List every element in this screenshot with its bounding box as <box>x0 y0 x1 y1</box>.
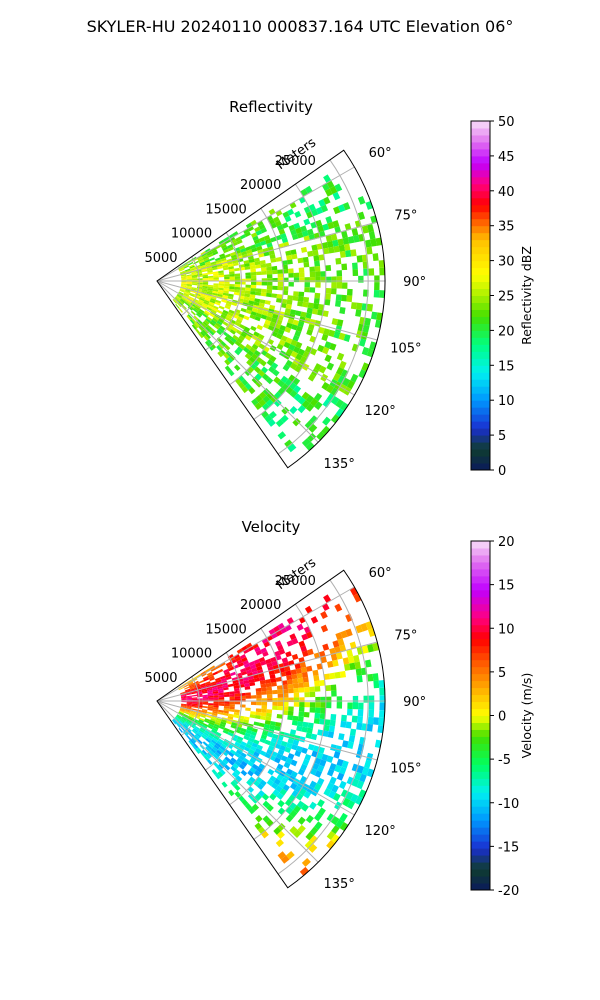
colorbar-tick-label: 5 <box>498 429 506 444</box>
radial-gridline <box>229 628 285 806</box>
sector-frame <box>156 569 386 889</box>
colorbar-tick-label: 30 <box>498 255 515 270</box>
colorbar-tick-label: 35 <box>498 220 515 235</box>
radial-tick-label: 20000 <box>240 598 281 613</box>
azimuth-tick-label: 60° <box>369 566 392 581</box>
radial-tick-label: 5000 <box>144 251 177 266</box>
radar-field <box>172 174 385 453</box>
radial-tick-label: 10000 <box>171 227 212 242</box>
radial-tick-label: 25000 <box>275 574 316 589</box>
colorbar: 0 5 10 15 20 25 30 35 40 45 50 Reflectivity dBZ <box>470 115 534 479</box>
velocity-panel: Velocity 5000 10000 15000 20000 25000 60° 75° 90… <box>144 518 534 899</box>
colorbar-tick-label: 5 <box>498 666 506 681</box>
figure-suptitle: SKYLER-HU 20240110 000837.164 UTC Elevat… <box>87 17 514 36</box>
radial-gridline <box>253 183 327 420</box>
azimuth-tick-label: 60° <box>369 146 392 161</box>
colorbar-tick-label: 15 <box>498 359 515 374</box>
colorbar-label: Reflectivity dBZ <box>519 246 534 345</box>
azimuth-tick-label: 135° <box>324 877 355 892</box>
colorbar-tick-label: -20 <box>498 884 519 899</box>
radial-tick-label: 15000 <box>205 622 246 637</box>
azimuth-tick-label: 90° <box>403 275 426 290</box>
colorbar-tick-label: 45 <box>498 150 515 165</box>
axis-title: Velocity <box>242 518 301 536</box>
radial-tick-label: 20000 <box>240 178 281 193</box>
azimuth-gridline <box>156 586 355 702</box>
azimuth-gridline <box>156 166 355 282</box>
sector-frame <box>156 149 386 469</box>
radial-gridline <box>277 159 369 455</box>
azimuth-gridline <box>156 280 355 396</box>
colorbar-tick-label: 50 <box>498 115 515 130</box>
colorbar-tick-label: -5 <box>498 753 511 768</box>
azimuth-tick-label: 105° <box>390 342 421 357</box>
colorbar: -20 -15 -10 -5 0 5 10 15 20 Velocity (m/s) <box>470 535 534 899</box>
colorbar-tick-label: 10 <box>498 394 515 409</box>
azimuth-tick-label: 120° <box>364 824 395 839</box>
colorbar-tick-label: 20 <box>498 535 515 550</box>
azimuth-gridline <box>156 700 355 816</box>
radial-gridline <box>229 208 285 386</box>
radial-tick-label: 10000 <box>171 647 212 662</box>
colorbar-label: Velocity (m/s) <box>519 673 534 759</box>
colorbar-tick-label: -10 <box>498 797 519 812</box>
azimuth-tick-label: 120° <box>364 404 395 419</box>
azimuth-gridline <box>156 641 378 702</box>
colorbar-tick-label: -15 <box>498 840 519 855</box>
axis-title: Reflectivity <box>229 98 313 116</box>
azimuth-tick-label: 75° <box>394 628 417 643</box>
reflectivity-panel: Reflectivity 5000 10000 15000 20000 25000 60° 7… <box>144 98 534 479</box>
azimuth-tick-label: 75° <box>394 208 417 223</box>
colorbar-tick-label: 0 <box>498 710 506 725</box>
azimuth-gridline <box>156 280 319 443</box>
radial-tick-label: 25000 <box>275 154 316 169</box>
colorbar-tick-label: 20 <box>498 324 515 339</box>
azimuth-tick-label: 90° <box>403 695 426 710</box>
radial-tick-label: 5000 <box>144 671 177 686</box>
radial-gridline <box>205 232 242 351</box>
azimuth-tick-label: 105° <box>390 762 421 777</box>
radial-gridline <box>253 603 327 840</box>
colorbar-tick-label: 15 <box>498 579 515 594</box>
radar-field <box>172 586 385 876</box>
radial-gridline <box>277 579 369 875</box>
azimuth-gridline <box>156 700 319 863</box>
azimuth-gridline <box>156 221 378 282</box>
colorbar-tick-label: 40 <box>498 185 515 200</box>
colorbar-tick-label: 25 <box>498 290 515 305</box>
radial-gridline <box>205 652 242 771</box>
colorbar-tick-label: 0 <box>498 464 506 479</box>
azimuth-tick-label: 135° <box>324 457 355 472</box>
azimuth-gridline <box>156 700 378 761</box>
radial-tick-label: 15000 <box>205 202 246 217</box>
colorbar-tick-label: 10 <box>498 622 515 637</box>
azimuth-gridline <box>156 280 378 341</box>
